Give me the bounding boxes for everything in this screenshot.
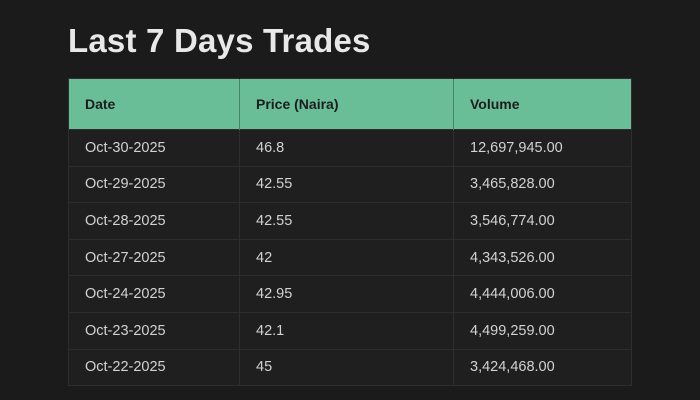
volume-cell: 4,499,259.00 bbox=[453, 311, 632, 350]
table-row: Oct-29-2025 42.55 3,465,828.00 bbox=[68, 165, 632, 204]
column-header-date: Date bbox=[68, 78, 240, 130]
table-row: Oct-28-2025 42.55 3,546,774.00 bbox=[68, 202, 632, 240]
volume-cell: 12,697,945.00 bbox=[453, 129, 632, 167]
date-cell: Oct-22-2025 bbox=[68, 348, 240, 387]
volume-cell: 3,465,828.00 bbox=[453, 165, 632, 204]
table-row: Oct-30-2025 46.8 12,697,945.00 bbox=[68, 129, 632, 167]
volume-cell: 4,343,526.00 bbox=[453, 238, 632, 277]
date-cell: Oct-30-2025 bbox=[68, 129, 240, 167]
page-title: Last 7 Days Trades bbox=[68, 22, 371, 59]
date-cell: Oct-27-2025 bbox=[68, 238, 240, 277]
price-cell: 45 bbox=[239, 348, 454, 387]
date-cell: Oct-28-2025 bbox=[68, 202, 240, 240]
price-cell: 42 bbox=[239, 238, 454, 277]
date-cell: Oct-24-2025 bbox=[68, 275, 240, 313]
column-header-volume: Volume bbox=[453, 78, 632, 130]
table-header: Date Price (Naira) Volume bbox=[68, 78, 632, 130]
volume-cell: 3,546,774.00 bbox=[453, 202, 632, 240]
table-row: Oct-24-2025 42.95 4,444,006.00 bbox=[68, 275, 632, 313]
volume-cell: 3,424,468.00 bbox=[453, 348, 632, 387]
column-header-price: Price (Naira) bbox=[239, 78, 454, 130]
table-row: Oct-22-2025 45 3,424,468.00 bbox=[68, 348, 632, 387]
price-cell: 42.1 bbox=[239, 311, 454, 350]
volume-cell: 4,444,006.00 bbox=[453, 275, 632, 313]
table-body: Oct-30-2025 46.8 12,697,945.00 Oct-29-20… bbox=[68, 129, 632, 387]
date-cell: Oct-29-2025 bbox=[68, 165, 240, 204]
trades-table: Date Price (Naira) Volume Oct-30-2025 46… bbox=[68, 78, 632, 387]
date-cell: Oct-23-2025 bbox=[68, 311, 240, 350]
table-row: Oct-27-2025 42 4,343,526.00 bbox=[68, 238, 632, 277]
table-row: Oct-23-2025 42.1 4,499,259.00 bbox=[68, 311, 632, 350]
price-cell: 46.8 bbox=[239, 129, 454, 167]
price-cell: 42.55 bbox=[239, 202, 454, 240]
price-cell: 42.55 bbox=[239, 165, 454, 204]
header-row: Date Price (Naira) Volume bbox=[68, 78, 632, 130]
price-cell: 42.95 bbox=[239, 275, 454, 313]
